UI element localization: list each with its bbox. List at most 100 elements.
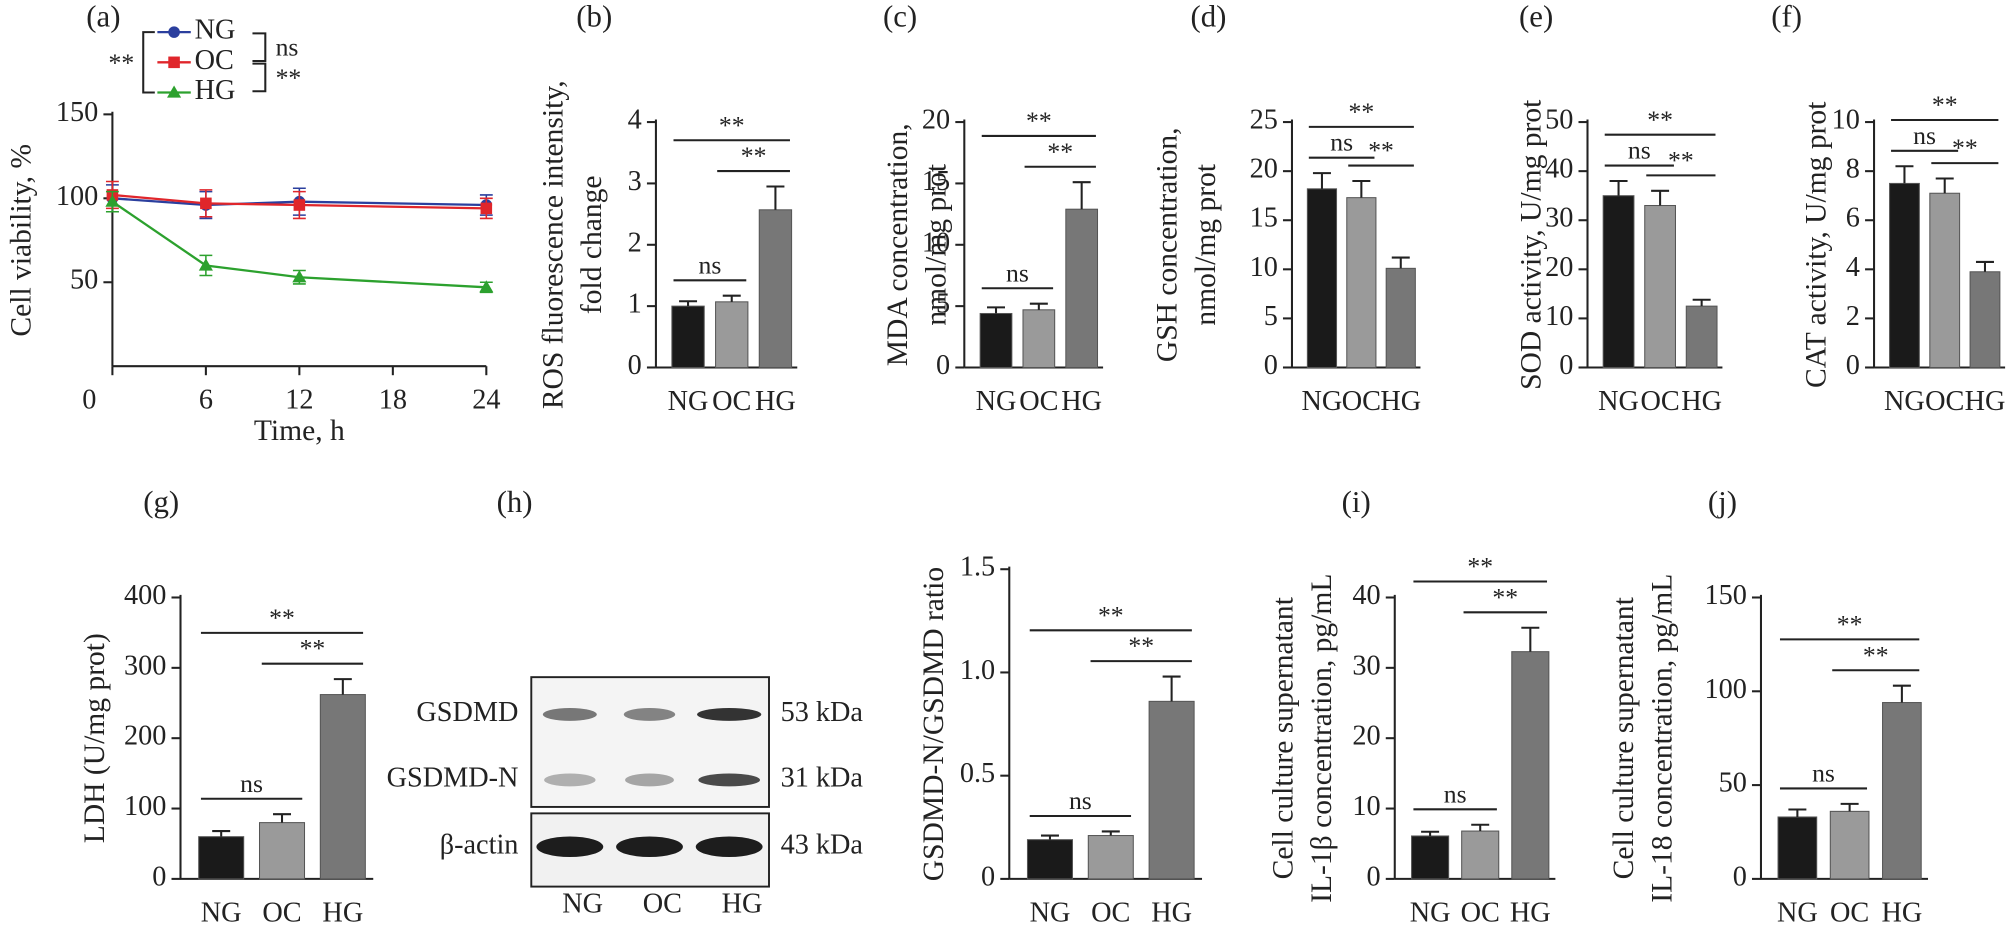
y-tick-label: 0 (628, 350, 642, 381)
significance-label: ns (1330, 128, 1353, 157)
marker (200, 197, 212, 210)
y-tick-label: 150 (56, 97, 98, 128)
x-tick-label: OC (1830, 897, 1869, 928)
significance-label: ** (1837, 609, 1863, 638)
blot-band (623, 707, 676, 721)
y-tick-label: 20 (922, 105, 950, 136)
error-bar (1040, 834, 1059, 840)
bar (758, 209, 793, 369)
blot-band-label: GSDMD-N (387, 762, 519, 793)
y-tick-label: 5 (936, 289, 950, 320)
significance-label: ** (1349, 97, 1375, 126)
marker (168, 26, 180, 38)
error-bar (1421, 830, 1440, 836)
bar (671, 305, 705, 369)
error-bar (1029, 302, 1048, 310)
legend-label: NG (195, 15, 236, 46)
bar (1685, 305, 1718, 369)
bar (1461, 830, 1500, 880)
blot-band (544, 773, 596, 787)
y-tick-label: 0 (1733, 861, 1747, 892)
x-tick-label: NG (1410, 897, 1451, 928)
y-tick-label: 300 (124, 650, 166, 681)
y-tick-label: 10 (1352, 791, 1380, 822)
y-tick-label: 2 (1846, 301, 1860, 332)
significance-label: ** (276, 63, 302, 92)
y-tick-label: 4 (628, 105, 642, 136)
marker (480, 202, 493, 215)
panel-label: (a) (86, 0, 120, 33)
y-tick-label: 30 (1545, 203, 1573, 234)
marker (105, 194, 120, 207)
bar (1385, 267, 1416, 369)
blot-lane-label: HG (722, 888, 763, 919)
x-tick-label: NG (668, 386, 709, 417)
bar (258, 822, 306, 880)
bar (1306, 188, 1338, 369)
error-bar (722, 294, 741, 302)
x-tick-label: HG (1151, 897, 1192, 928)
panel-label: (e) (1519, 0, 1553, 33)
bar (319, 694, 366, 880)
significance-label: ** (1492, 582, 1518, 611)
legend-label: OC (195, 45, 234, 76)
y-tick-label: 100 (56, 181, 98, 212)
significance-label: ** (1368, 136, 1394, 165)
series-line (112, 193, 487, 210)
x-tick-label: OC (1640, 386, 1679, 417)
y-tick-label: 0 (1367, 861, 1381, 892)
blot-band (536, 836, 604, 858)
y-axis-label: GSDMD-N/GSDMD ratio (918, 567, 950, 881)
y-tick-label: 2 (628, 227, 642, 258)
bar (1346, 197, 1377, 369)
panel-label: (d) (1190, 0, 1226, 33)
x-tick-label: HG (1965, 386, 2006, 417)
x-tick-label: OC (262, 897, 301, 928)
significance-label: ** (1047, 137, 1073, 166)
blot-lane-label: OC (643, 888, 682, 919)
significance-label: ** (1098, 600, 1124, 629)
blot-size-label: 43 kDa (781, 829, 864, 860)
x-tick-label: OC (712, 386, 751, 417)
error-bar (1162, 675, 1181, 702)
y-tick-label: 4 (1846, 252, 1860, 283)
y-tick-label: 100 (124, 791, 166, 822)
significance-label: ns (698, 250, 721, 279)
blot-band (625, 773, 674, 787)
y-axis-label: Cell culture supernatant (1608, 596, 1640, 879)
y-tick-label: 0 (1559, 350, 1573, 381)
x-tick-label: HG (1061, 386, 1102, 417)
y-tick-label: 8 (1846, 154, 1860, 185)
y-axis-label: CAT activity, U/mg prot (1801, 101, 1833, 388)
error-bar (333, 678, 352, 695)
marker (293, 199, 306, 211)
significance-label: ** (1647, 105, 1673, 134)
error-bar (1471, 823, 1490, 832)
y-tick-label: 0 (936, 350, 950, 381)
significance-label: ns (276, 33, 299, 62)
bar (1026, 839, 1073, 880)
bar (1148, 700, 1195, 880)
x-tick-label: 6 (199, 385, 213, 416)
blot-size-label: 31 kDa (781, 762, 864, 793)
error-bar (1975, 260, 1994, 272)
error-bar (1609, 179, 1628, 196)
y-tick-label: 15 (1250, 203, 1278, 234)
y-tick-label: 3 (628, 166, 642, 197)
bar (1087, 835, 1134, 880)
blot-frame (530, 676, 770, 808)
x-tick-label: HG (1510, 897, 1551, 928)
significance-label: ** (1467, 552, 1493, 581)
y-axis-label: Cell culture supernatant (1267, 596, 1299, 879)
error-bar (212, 830, 231, 837)
legend-label: HG (195, 75, 236, 106)
significance-label: ** (1026, 106, 1052, 135)
bar (979, 312, 1013, 369)
blot-band (698, 773, 761, 787)
panel-label: (c) (883, 0, 917, 33)
significance-label: ns (1812, 758, 1835, 787)
x-tick-label: HG (1380, 386, 1421, 417)
y-tick-label: 1.0 (960, 655, 995, 686)
significance-label: ** (269, 603, 295, 632)
